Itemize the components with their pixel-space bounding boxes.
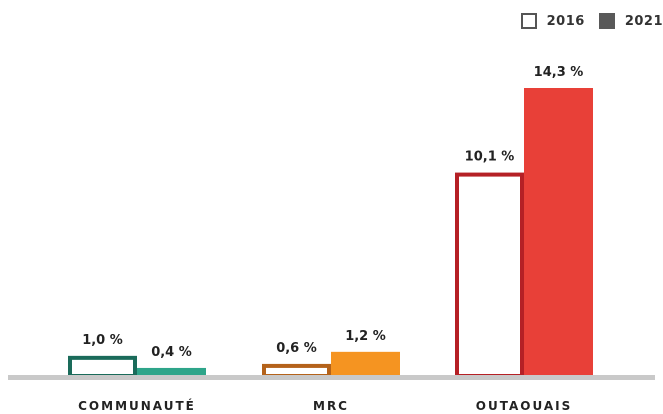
data-label-2021-mrc: 1,2 % [345, 329, 386, 344]
legend-item-2021: 2021 [598, 13, 663, 29]
data-label-2016-outaouais: 10,1 % [465, 150, 515, 165]
data-label-2021-communauté: 0,4 % [151, 345, 192, 360]
x-axis-baseline [8, 375, 655, 380]
data-label-2016-mrc: 0,6 % [276, 341, 317, 356]
bar-2016-communauté [68, 355, 137, 378]
bar-2016-outaouais [455, 172, 524, 378]
category-label-communauté: COMMUNAUTÉ [78, 398, 196, 413]
legend-swatch-2021 [598, 13, 615, 29]
legend-label-2021: 2021 [624, 13, 663, 29]
data-label-2021-outaouais: 14,3 % [534, 65, 584, 80]
legend: 2016 2021 [507, 13, 663, 29]
bar-2021-communauté [137, 367, 206, 376]
data-label-2016-communauté: 1,0 % [82, 333, 123, 348]
category-label-mrc: MRC [313, 399, 349, 413]
legend-swatch-2016 [520, 13, 537, 29]
bar-2021-outaouais [524, 88, 593, 376]
bar-2021-mrc [331, 351, 400, 376]
legend-label-2016: 2016 [546, 13, 585, 29]
category-label-outaouais: OUTAOUAIS [476, 399, 572, 413]
bar-2016-mrc [262, 363, 331, 378]
legend-item-2016: 2016 [520, 13, 585, 29]
